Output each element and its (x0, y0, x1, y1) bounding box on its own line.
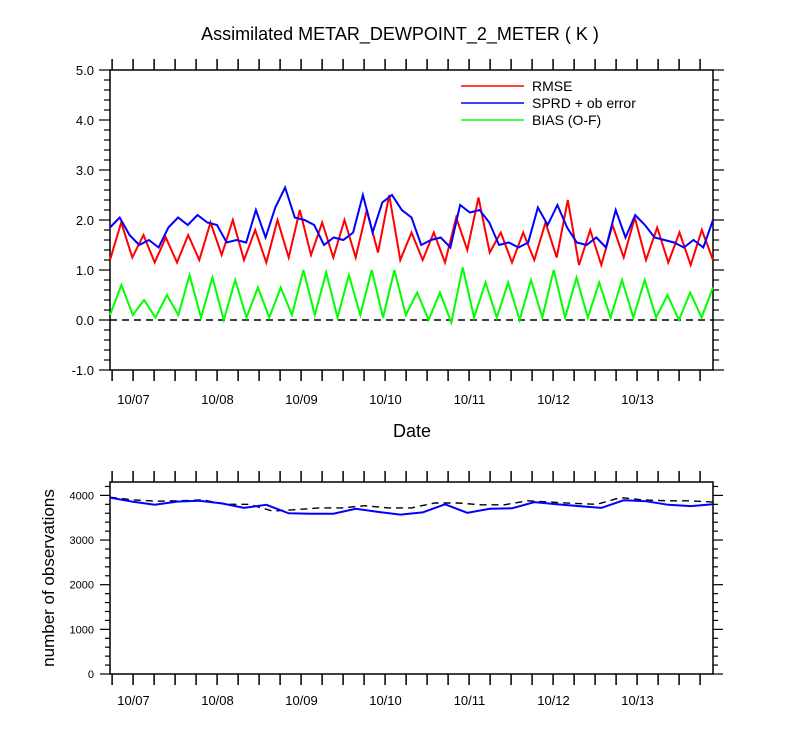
legend-label-2: BIAS (O-F) (532, 112, 601, 128)
bottom-plot-frame (109, 481, 714, 675)
series-line-bias-o-f- (109, 267, 714, 327)
top-x-tick-label: 10/10 (369, 392, 402, 407)
series-line-sprd-ob-error (109, 184, 714, 250)
chart-title: Assimilated METAR_DEWPOINT_2_METER ( K ) (201, 24, 599, 45)
top-x-tick-label: 10/07 (117, 392, 150, 407)
obs-count-dashed-line (109, 496, 714, 512)
top-y-tick-label: 2.0 (76, 213, 94, 228)
y-axis-label: number of observations (39, 489, 58, 667)
legend-label-1: SPRD + ob error (532, 95, 636, 111)
bottom-x-tick-label: 10/13 (621, 693, 654, 708)
top-y-tick-label: 3.0 (76, 163, 94, 178)
bottom-y-tick-label: 3000 (70, 535, 94, 547)
top-x-tick-label: 10/08 (201, 392, 234, 407)
top-x-tick-label: 10/13 (621, 392, 654, 407)
top-y-tick-label: 0.0 (76, 313, 94, 328)
top-x-tick-label: 10/11 (454, 392, 486, 407)
top-y-tick-label: 1.0 (76, 263, 94, 278)
legend-label-0: RMSE (532, 78, 572, 94)
top-x-tick-label: 10/12 (537, 392, 570, 407)
top-y-tick-label: 4.0 (76, 113, 94, 128)
bottom-x-tick-label: 10/12 (537, 693, 570, 708)
bottom-x-tick-label: 10/09 (285, 693, 318, 708)
top-y-tick-label: 5.0 (76, 63, 94, 78)
bottom-y-tick-label: 4000 (70, 490, 94, 502)
x-axis-label: Date (393, 421, 431, 441)
bottom-y-tick-label: 1000 (70, 624, 94, 636)
bottom-x-tick-label: 10/11 (454, 693, 486, 708)
bottom-x-tick-label: 10/10 (369, 693, 402, 708)
top-y-tick-label: -1.0 (72, 363, 94, 378)
bottom-x-tick-label: 10/08 (201, 693, 234, 708)
bottom-x-tick-label: 10/07 (117, 693, 150, 708)
top-x-tick-label: 10/09 (285, 392, 318, 407)
bottom-y-tick-label: 0 (88, 669, 94, 681)
bottom-y-tick-label: 2000 (70, 580, 94, 592)
obs-count-solid-line (109, 496, 714, 516)
